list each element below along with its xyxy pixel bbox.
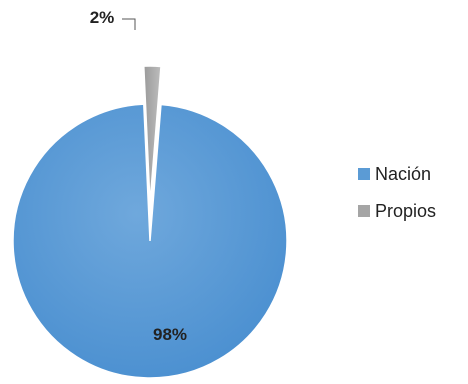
data-label-nacion: 98%: [153, 325, 187, 344]
legend-swatch-propios: [358, 205, 370, 217]
data-label-propios: 2%: [90, 8, 115, 27]
leader-line-propios: [122, 18, 136, 30]
chart-legend: Nación Propios: [358, 163, 436, 237]
pie-slice-nacion: [12, 103, 288, 379]
legend-label-propios: Propios: [375, 201, 437, 221]
legend-item-nacion: Nación: [358, 163, 436, 185]
legend-item-propios: Propios: [358, 200, 436, 222]
pie-slice-propios: [143, 65, 162, 204]
legend-label-nacion: Nación: [375, 164, 432, 184]
legend-swatch-nacion: [358, 168, 370, 180]
